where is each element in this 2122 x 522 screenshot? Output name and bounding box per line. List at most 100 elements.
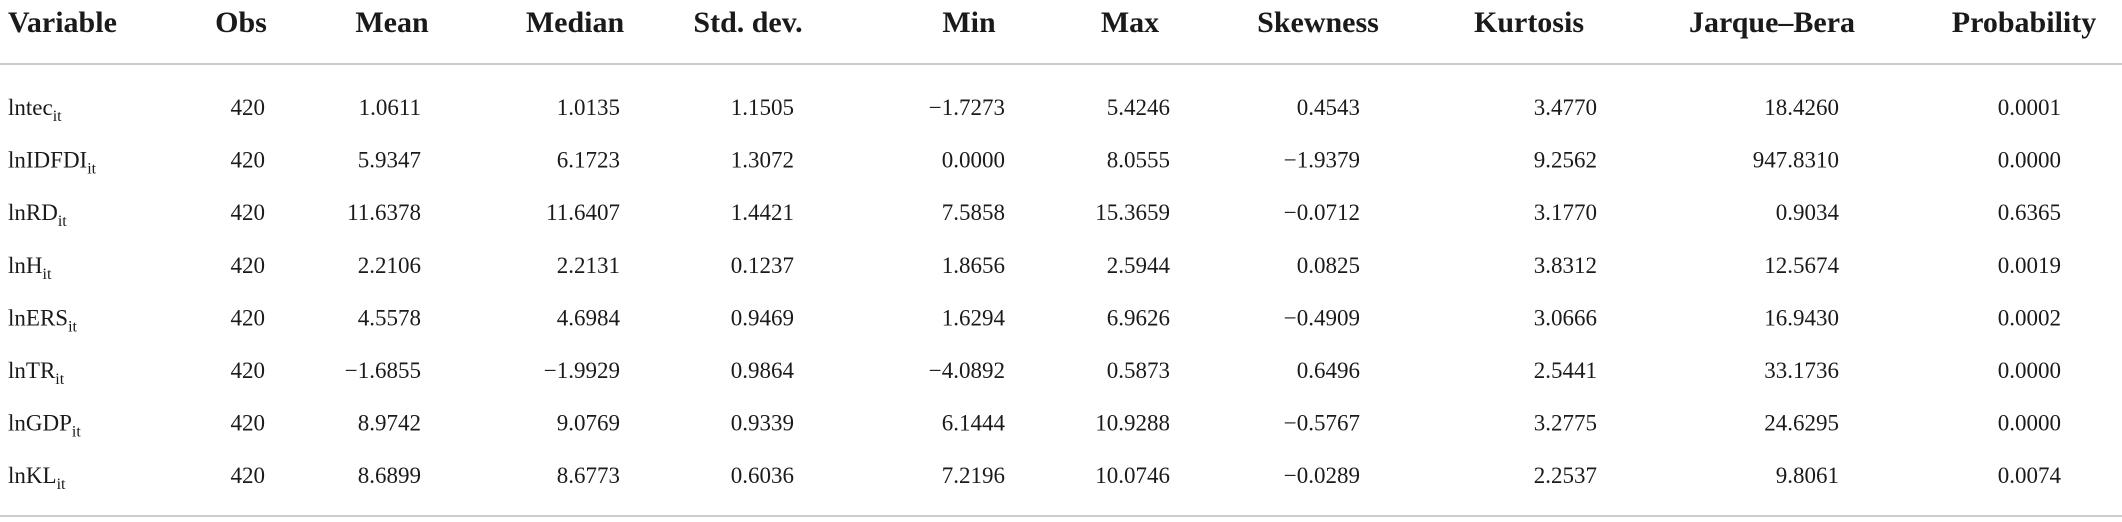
variable-subscript: it [43,266,52,283]
cell-value: 0.9339 [731,411,794,436]
variable-name: lnTRit [8,358,65,388]
cell-value: 9.2562 [1534,148,1597,173]
cell-value: 2.2537 [1534,463,1597,488]
column-header: Obs [215,6,267,39]
cell-value: 5.9347 [358,148,421,173]
cell-value: 3.8312 [1534,253,1597,278]
cell-value: 15.3659 [1095,200,1170,225]
cell-value: 8.6899 [358,463,421,488]
cell-value: −1.6855 [345,358,421,383]
column-header: Max [1101,6,1159,39]
cell-value: 18.4260 [1764,95,1839,120]
cell-value: 0.4543 [1297,95,1360,120]
cell-value: 420 [231,200,266,225]
variable-base: lnH [8,253,43,278]
variable-base: lnTR [8,358,56,383]
cell-value: 8.0555 [1107,148,1170,173]
cell-value: 11.6407 [546,200,620,225]
cell-value: 0.0074 [1998,463,2062,488]
variable-name: lnKLit [8,463,66,493]
column-header: Jarque–Bera [1689,6,1855,39]
cell-value: 1.0611 [359,95,421,120]
variable-name: lnGDPit [8,411,81,441]
cell-value: 2.2131 [557,253,620,278]
cell-value: 0.0000 [1998,358,2061,383]
variable-subscript: it [55,371,64,388]
cell-value: 12.5674 [1764,253,1839,278]
variable-subscript: it [68,318,77,335]
variable-name: lnIDFDIit [8,148,97,178]
cell-value: 0.0825 [1297,253,1360,278]
cell-value: −0.5767 [1284,411,1360,436]
cell-value: 7.2196 [942,463,1005,488]
cell-value: 8.6773 [557,463,620,488]
cell-value: 7.5858 [942,200,1005,225]
cell-value: 16.9430 [1764,305,1839,330]
column-header: Median [526,6,625,39]
cell-value: 6.9626 [1107,305,1170,330]
variable-name: lnRDit [8,200,67,230]
cell-value: 0.0000 [1998,148,2061,173]
cell-value: 1.6294 [942,305,1006,330]
cell-value: 3.0666 [1534,305,1597,330]
cell-value: 0.0000 [942,148,1005,173]
variable-base: lnRD [8,200,58,225]
cell-value: −1.7273 [929,95,1005,120]
column-header: Variable [8,6,117,39]
cell-value: 2.2106 [358,253,421,278]
cell-value: 10.9288 [1095,411,1170,436]
variable-subscript: it [58,213,67,230]
cell-value: 420 [231,463,266,488]
cell-value: 24.6295 [1764,411,1839,436]
column-header: Kurtosis [1474,6,1584,39]
cell-value: 10.0746 [1095,463,1170,488]
cell-value: 2.5441 [1534,358,1597,383]
cell-value: 1.8656 [942,253,1005,278]
cell-value: 420 [231,148,266,173]
variable-base: lnKL [8,463,57,488]
cell-value: 0.0019 [1998,253,2061,278]
variable-base: lntec [8,95,53,120]
variable-base: lnERS [8,305,68,330]
cell-value: 0.0002 [1998,305,2061,330]
cell-value: 420 [231,305,266,330]
cell-value: 9.0769 [557,411,620,436]
column-header: Min [942,6,996,39]
variable-subscript: it [87,161,96,178]
cell-value: 0.6036 [731,463,794,488]
cell-value: 420 [231,95,266,120]
cell-value: 9.8061 [1776,463,1839,488]
cell-value: −1.9929 [544,358,620,383]
variable-subscript: it [57,476,66,493]
cell-value: −0.0712 [1284,200,1360,225]
cell-value: 0.6365 [1998,200,2061,225]
cell-value: −0.4909 [1284,305,1360,330]
cell-value: 5.4246 [1107,95,1170,120]
cell-value: 0.5873 [1107,358,1170,383]
cell-value: 2.5944 [1107,253,1171,278]
cell-value: 4.6984 [557,305,621,330]
cell-value: 3.1770 [1534,200,1597,225]
column-header: Mean [355,6,429,39]
column-header: Skewness [1257,6,1379,39]
cell-value: 1.0135 [557,95,620,120]
cell-value: −4.0892 [929,358,1005,383]
variable-subscript: it [53,108,62,125]
cell-value: 0.1237 [731,253,794,278]
cell-value: 0.9469 [731,305,794,330]
cell-value: 3.4770 [1534,95,1597,120]
cell-value: 947.8310 [1753,148,1839,173]
cell-value: 4.5578 [358,305,421,330]
cell-value: −0.0289 [1284,463,1360,488]
variable-subscript: it [72,424,81,441]
cell-value: 3.2775 [1534,411,1597,436]
cell-value: 0.9034 [1776,200,1840,225]
cell-value: 420 [231,411,266,436]
cell-value: 0.6496 [1297,358,1360,383]
variable-base: lnIDFDI [8,148,87,173]
variable-name: lnERSit [8,305,78,335]
cell-value: 6.1444 [942,411,1006,436]
cell-value: 0.0001 [1998,95,2061,120]
variable-name: lnHit [8,253,52,283]
cell-value: 6.1723 [557,148,620,173]
